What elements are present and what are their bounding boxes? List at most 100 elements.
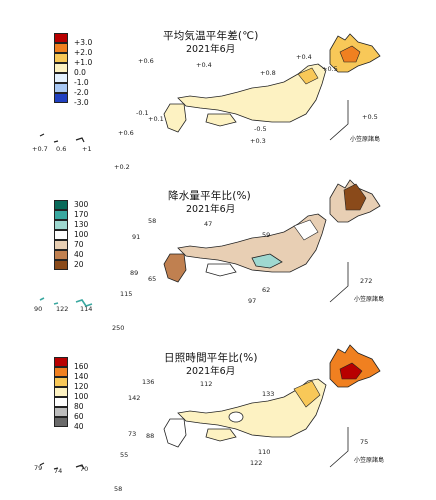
- station-value: +0.6: [138, 57, 154, 65]
- station-value: 97: [248, 297, 257, 305]
- station-value: 91: [132, 233, 141, 241]
- station-value: 47: [204, 220, 213, 228]
- legend-label: 160: [74, 362, 89, 371]
- station-value: +0.4: [296, 53, 312, 61]
- legend-swatch: [54, 200, 68, 210]
- station-value: 122: [250, 459, 263, 467]
- legend-label: +2.0: [74, 48, 93, 57]
- legend-label: 40: [74, 422, 84, 431]
- legend-swatch: [54, 377, 68, 387]
- okinawa-islands: [39, 133, 85, 143]
- station-value: +0.7: [32, 145, 48, 153]
- sunshine-panel: 日照時間平年比(%) 2021年6月 160 140 120 100 80 60…: [0, 335, 436, 500]
- kyushu-region: [163, 103, 187, 133]
- legend-label: 100: [74, 392, 89, 401]
- legend-label: 80: [74, 402, 84, 411]
- legend-swatch: [54, 250, 68, 260]
- legend-swatch: [54, 357, 68, 367]
- station-value: +0.5: [362, 113, 378, 121]
- legend-label: -2.0: [74, 88, 89, 97]
- station-value: 62: [262, 286, 271, 294]
- legend-swatch: [54, 33, 68, 43]
- hokkaido-dry-area: [343, 183, 367, 211]
- legend-swatch: [54, 397, 68, 407]
- legend-label: +3.0: [74, 38, 93, 47]
- precipitation-title: 降水量平年比(%): [168, 190, 251, 202]
- station-value: 115: [120, 290, 133, 298]
- legend-swatch: [54, 63, 68, 73]
- shikoku-region: [205, 263, 237, 277]
- shikoku-region: [205, 113, 237, 127]
- sunshine-map: [39, 344, 381, 470]
- station-value: 70: [80, 465, 89, 473]
- ogasawara-inset-frame: [329, 427, 349, 468]
- honshu-normal-area: [228, 411, 244, 423]
- station-value: 133: [262, 390, 275, 398]
- station-value: +0.5: [322, 65, 338, 73]
- station-value: +0.1: [148, 115, 164, 123]
- station-value: 75: [360, 438, 369, 446]
- honshu-region: [177, 213, 327, 273]
- station-value: +0.8: [260, 69, 276, 77]
- honshu-sunny-area: [293, 380, 321, 408]
- station-value: 110: [258, 448, 271, 456]
- hokkaido-warm-area: [339, 45, 361, 63]
- legend-label: 140: [74, 372, 89, 381]
- legend-label: 170: [74, 210, 89, 219]
- station-value: 136: [142, 378, 155, 386]
- temperature-subtitle: 2021年6月: [186, 44, 236, 55]
- legend-label: 100: [74, 230, 89, 239]
- station-value: 74: [54, 467, 63, 475]
- legend-swatch: [54, 367, 68, 377]
- legend-swatch: [54, 240, 68, 250]
- ogasawara-inset-frame: [329, 100, 349, 141]
- legend-label: +1.0: [74, 58, 93, 67]
- legend-swatch: [54, 407, 68, 417]
- legend-label: 130: [74, 220, 89, 229]
- legend-swatch: [54, 43, 68, 53]
- ogasawara-label: 小笠原諸島: [350, 136, 381, 143]
- precipitation-map: [39, 179, 381, 307]
- legend-label: -1.0: [74, 78, 89, 87]
- legend-swatch: [54, 93, 68, 103]
- station-value: +0.4: [196, 61, 212, 69]
- precipitation-subtitle: 2021年6月: [186, 204, 236, 215]
- station-value: +0.3: [250, 137, 266, 145]
- honshu-warm-area: [297, 67, 319, 85]
- legend-swatch: [54, 83, 68, 93]
- honshu-region: [177, 378, 327, 438]
- honshu-normal-area: [293, 219, 319, 241]
- shikoku-region: [205, 428, 237, 442]
- station-value: 58: [148, 217, 157, 225]
- station-value: +0.2: [114, 163, 130, 171]
- station-value: 122: [56, 305, 69, 313]
- ogasawara-label: 小笠原諸島: [354, 296, 385, 303]
- legend-label: 20: [74, 260, 84, 269]
- kyushu-region: [163, 253, 187, 283]
- hokkaido-sunny-area: [339, 362, 363, 380]
- ogasawara-inset-frame: [329, 262, 349, 303]
- temperature-panel: 平均気温平年差(℃) 2021年6月 +3.0 +2.0 +1.0 0.0 -1…: [0, 0, 436, 171]
- station-value: 58: [114, 485, 123, 493]
- station-value: 112: [200, 380, 213, 388]
- legend-label: 70: [74, 240, 84, 249]
- legend-label: 120: [74, 382, 89, 391]
- ogasawara-label: 小笠原諸島: [354, 457, 385, 464]
- station-value: 79: [34, 464, 43, 472]
- okinawa-islands: [39, 297, 93, 307]
- station-value: 59: [262, 231, 271, 239]
- legend-swatch: [54, 230, 68, 240]
- station-value: 73: [128, 430, 137, 438]
- legend-label: -3.0: [74, 98, 89, 107]
- legend-label: 300: [74, 200, 89, 209]
- station-value: 272: [360, 277, 373, 285]
- station-value: 89: [130, 269, 139, 277]
- legend-swatch: [54, 387, 68, 397]
- legend-swatch: [54, 53, 68, 63]
- station-value: 55: [120, 451, 129, 459]
- temperature-map: [39, 33, 381, 143]
- legend-label: 60: [74, 412, 84, 421]
- station-value: 0.6: [56, 145, 67, 153]
- station-value: +0.6: [118, 129, 134, 137]
- station-value: 142: [128, 394, 141, 402]
